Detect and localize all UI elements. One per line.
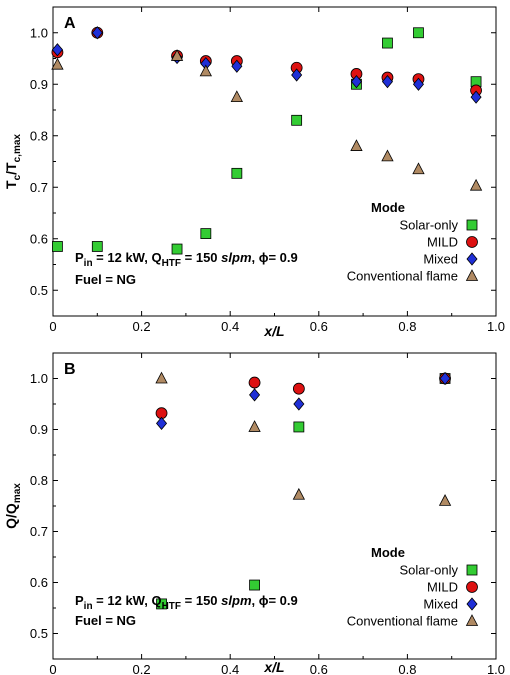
x-tick-label: 0.2 bbox=[133, 662, 151, 675]
data-point-conventional-flame bbox=[230, 90, 244, 103]
y-tick-label: 0.5 bbox=[30, 283, 48, 298]
data-point-solar-only bbox=[231, 167, 243, 179]
y-tick-label: 0.6 bbox=[30, 231, 48, 246]
condition-annotation-a: Pin = 12 kW, QHTF = 150 slpm, ϕ= 0.9 bbox=[75, 250, 298, 269]
data-point-mild bbox=[292, 382, 305, 395]
data-point-solar-only bbox=[171, 243, 183, 255]
y-tick-label: 0.9 bbox=[30, 77, 48, 92]
legend-label-conventional-flame: Conventional flame bbox=[347, 614, 458, 629]
legend-label-conventional-flame: Conventional flame bbox=[347, 269, 458, 284]
data-point-mixed bbox=[51, 43, 63, 57]
data-point-mixed bbox=[91, 26, 103, 40]
data-point-conventional-flame bbox=[381, 149, 394, 162]
data-points-b bbox=[155, 371, 452, 610]
data-point-mixed bbox=[412, 77, 424, 91]
data-point-solar-only bbox=[382, 37, 393, 49]
data-point-solar-only bbox=[291, 114, 303, 126]
data-point-conventional-flame bbox=[350, 139, 363, 151]
legend-label-mixed: Mixed bbox=[423, 252, 458, 267]
y-tick-label: 0.8 bbox=[30, 128, 48, 143]
y-tick-label: 0.7 bbox=[30, 524, 48, 539]
legend-a: Mode Solar-only MILD Mixed Conventional fla… bbox=[347, 200, 479, 284]
data-points-a bbox=[51, 26, 483, 255]
data-point-solar-only bbox=[156, 598, 167, 610]
fuel-annotation-a: Fuel = NG bbox=[75, 272, 136, 287]
data-point-conventional-flame bbox=[412, 162, 425, 175]
data-point-mild bbox=[248, 376, 261, 389]
x-axis-title-a: x/L bbox=[263, 323, 284, 339]
legend-marker-mild bbox=[466, 581, 478, 593]
data-point-conventional-flame bbox=[51, 57, 64, 70]
x-tick-label: 1.0 bbox=[487, 319, 505, 334]
condition-annotation-b: Pin = 12 kW, QHTF = 150 slpm, ϕ= 0.9 bbox=[75, 593, 298, 612]
y-tick-label: 0.7 bbox=[30, 180, 48, 195]
data-point-conventional-flame bbox=[170, 49, 184, 61]
legend-label-solar-only: Solar-only bbox=[399, 218, 458, 233]
legend-title-b: Mode bbox=[371, 545, 405, 560]
data-point-mixed bbox=[439, 371, 451, 386]
legend-marker-conventional-flame bbox=[465, 269, 479, 281]
data-point-solar-only bbox=[200, 228, 212, 240]
data-point-mixed bbox=[381, 75, 393, 89]
x-tick-label: 1.0 bbox=[487, 662, 505, 675]
legend-b: Mode Solar-only MILD Mixed Conventional fla… bbox=[347, 545, 479, 629]
data-point-mixed bbox=[470, 90, 482, 104]
panel-letter-b: B bbox=[64, 361, 76, 378]
x-tick-label: 0.6 bbox=[310, 662, 328, 675]
y-tick-label: 0.5 bbox=[30, 626, 48, 641]
legend-marker-mild bbox=[466, 236, 478, 248]
data-point-conventional-flame bbox=[199, 64, 212, 77]
x-tick-label: 0 bbox=[49, 662, 56, 675]
data-point-conventional-flame bbox=[248, 420, 261, 432]
data-point-solar-only bbox=[293, 421, 305, 433]
x-tick-label: 0.4 bbox=[221, 319, 239, 334]
x-tick-label: 0.4 bbox=[221, 662, 239, 675]
data-point-conventional-flame bbox=[292, 487, 306, 500]
y-tick-label: 0.6 bbox=[30, 575, 48, 590]
data-point-solar-only bbox=[413, 27, 424, 39]
x-axis-title-b: x/L bbox=[263, 659, 284, 675]
data-point-mixed bbox=[350, 75, 362, 89]
data-point-conventional-flame bbox=[155, 371, 168, 384]
data-point-solar-only bbox=[91, 241, 103, 252]
x-tick-label: 0.6 bbox=[310, 319, 328, 334]
legend-marker-conventional-flame bbox=[465, 614, 479, 626]
data-point-conventional-flame bbox=[438, 494, 452, 506]
y-tick-label: 1.0 bbox=[30, 371, 48, 386]
x-tick-label: 0.8 bbox=[398, 662, 416, 675]
y-tick-label: 0.8 bbox=[30, 473, 48, 488]
data-point-solar-only bbox=[52, 241, 63, 252]
data-point-solar-only bbox=[249, 579, 260, 591]
x-tick-label: 0.8 bbox=[398, 319, 416, 334]
x-tick-label: 0 bbox=[49, 319, 56, 334]
axis-ticks-b: 0 0.2 0.4 0.6 0.8 1.0 0.5 0.6 0.7 0.8 0.9 1.0 bbox=[30, 352, 505, 675]
legend-label-solar-only: Solar-only bbox=[399, 563, 458, 578]
legend-label-mixed: Mixed bbox=[423, 597, 458, 612]
data-point-mixed bbox=[156, 416, 168, 431]
legend-marker-solar-only bbox=[466, 219, 478, 231]
data-point-mixed bbox=[249, 388, 261, 402]
legend-label-mild: MILD bbox=[427, 580, 458, 595]
y-axis-title-a: Tc/Tc,max bbox=[3, 134, 23, 189]
data-point-mixed bbox=[291, 68, 303, 82]
data-point-mixed bbox=[293, 397, 305, 411]
fuel-annotation-b: Fuel = NG bbox=[75, 613, 136, 628]
panel-a: A 0 0.2 0.4 0.6 0.8 1.0 0.5 0.6 0.7 0.8 0.9 1.0 x/L… bbox=[3, 6, 505, 339]
panel-letter-a: A bbox=[64, 15, 76, 32]
legend-title-a: Mode bbox=[371, 200, 405, 215]
legend-marker-mixed bbox=[466, 597, 478, 611]
legend-label-mild: MILD bbox=[427, 235, 458, 250]
x-tick-label: 0.2 bbox=[133, 319, 151, 334]
y-axis-title-b: Q/Qmax bbox=[3, 483, 23, 529]
legend-marker-solar-only bbox=[466, 564, 478, 576]
y-tick-label: 0.9 bbox=[30, 422, 48, 437]
data-point-conventional-flame bbox=[469, 178, 483, 191]
panel-b: B 0 0.2 0.4 0.6 0.8 1.0 0.5 0.6 0.7 0.8 0.9 1.0 x/L… bbox=[3, 352, 505, 675]
data-point-mixed bbox=[231, 59, 243, 73]
y-tick-label: 1.0 bbox=[30, 25, 48, 40]
axis-ticks-a: 0 0.2 0.4 0.6 0.8 1.0 0.5 0.6 0.7 0.8 0.9 1.0 bbox=[30, 6, 505, 334]
legend-marker-mixed bbox=[466, 252, 478, 266]
